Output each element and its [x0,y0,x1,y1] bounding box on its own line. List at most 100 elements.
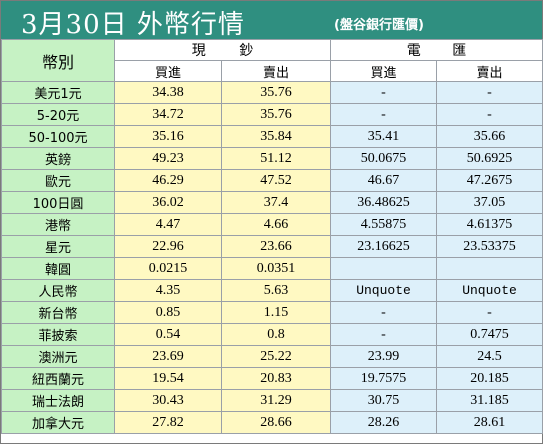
tt-buy-cell: 4.55875 [330,213,437,236]
cash-buy-cell: 23.69 [114,345,222,368]
currency-name: 菲披索 [1,323,115,346]
currency-name: 100日圓 [1,191,115,214]
tt-sell-cell: 37.05 [436,191,543,214]
cash-buy-cell: 4.35 [114,279,222,302]
tt-buy-cell: 19.7575 [330,367,437,390]
cash-buy-cell: 4.47 [114,213,222,236]
header-row-groups: 幣別 現 鈔 電 匯 [1,39,543,82]
currency-column-header: 幣別 [1,39,115,82]
cash-header-char-2: 鈔 [239,43,254,59]
currency-name: 星元 [1,235,115,258]
table-row: 歐元 46.29 47.52 46.67 47.2675 [1,169,543,192]
cash-buy-cell: 19.54 [114,367,222,390]
tt-buy-cell: - [330,323,437,346]
currency-name: 新台幣 [1,301,115,324]
cash-sell-cell: 0.0351 [221,257,331,280]
table-row: 美元1元 34.38 35.76- - [1,81,543,104]
tt-sell-cell: 31.185 [436,389,543,412]
cash-sell-cell: 20.83 [221,367,331,390]
source-label: (盤谷銀行匯價) [334,18,424,33]
tt-sell-cell: 24.5 [436,345,543,368]
tt-buy-cell: 23.99 [330,345,437,368]
currency-name: 瑞士法朗 [1,389,115,412]
tt-buy-cell: 46.67 [330,169,437,192]
table-row: 新台幣 0.85 1.15- - [1,301,543,324]
tt-buy-cell [330,257,437,280]
tt-buy-cell: 23.16625 [330,235,437,258]
cash-sell-cell: 23.66 [221,235,331,258]
table-row: 5-20元 34.72 35.76- - [1,103,543,126]
tt-buy-cell: Unquote [330,279,437,302]
tt-sell-cell: 50.6925 [436,147,543,170]
cash-buy-cell: 34.72 [114,103,222,126]
currency-name: 50-100元 [1,125,115,148]
tt-sell-cell: 35.66 [436,125,543,148]
cash-group-header: 現 鈔 [114,39,331,61]
cash-header-char-1: 現 [191,43,206,59]
cash-buy-cell: 0.0215 [114,257,222,280]
tt-header-char-2: 匯 [452,43,467,59]
cash-sell-cell: 5.63 [221,279,331,302]
currency-name: 人民幣 [1,279,115,302]
table-row: 50-100元 35.16 35.84 35.41 35.66 [1,125,543,148]
cash-sell-cell: 35.76 [221,103,331,126]
cash-sell-cell: 28.66 [221,411,331,434]
table-row: 人民幣 4.35 5.63 Unquote Unquote [1,279,543,302]
cash-buy-cell: 36.02 [114,191,222,214]
tt-sell-cell: 20.185 [436,367,543,390]
currency-name: 韓圓 [1,257,115,280]
cash-buy-cell: 46.29 [114,169,222,192]
tt-buy-cell: 50.0675 [330,147,437,170]
tt-buy-cell: - [330,81,437,104]
cash-sell-cell: 4.66 [221,213,331,236]
cash-sell-cell: 31.29 [221,389,331,412]
table-row: 紐西蘭元 19.54 20.83 19.7575 20.185 [1,367,543,390]
tt-sell-cell: Unquote [436,279,543,302]
currency-name: 加拿大元 [1,411,115,434]
cash-sell-cell: 1.15 [221,301,331,324]
cash-sell-cell: 0.8 [221,323,331,346]
title-bar: 3月30日 外幣行情 (盤谷銀行匯價) [1,1,542,40]
table-row: 澳洲元 23.69 25.22 23.99 24.5 [1,345,543,368]
tt-buy-cell: 30.75 [330,389,437,412]
header-row-sub: 買進 賣出 買進 賣出 [2,60,543,82]
currency-name: 美元1元 [1,81,115,104]
tt-buy-cell: - [330,301,437,324]
cash-sell-cell: 35.76 [221,81,331,104]
table-row: 菲披索 0.54 0.8-0.7475 [1,323,543,346]
cash-sell-cell: 51.12 [221,147,331,170]
tt-buy-cell: - [330,103,437,126]
exchange-rate-table: 幣別 現 鈔 電 匯 買進 賣出 買進 賣出 [1,39,543,434]
tt-buy-cell: 35.41 [330,125,437,148]
cash-buy-cell: 35.16 [114,125,222,148]
tt-sell-cell: 0.7475 [436,323,543,346]
currency-name: 5-20元 [1,103,115,126]
tt-sell-cell: - [436,301,543,324]
tt-sell-cell: - [436,103,543,126]
table-row: 加拿大元 27.82 28.66 28.26 28.61 [1,411,543,434]
tt-sell-cell: 47.2675 [436,169,543,192]
currency-name: 澳洲元 [1,345,115,368]
table-row: 瑞士法朗 30.43 31.29 30.75 31.185 [1,389,543,412]
cash-sell-cell: 37.4 [221,191,331,214]
table-row: 韓圓 0.0215 0.0351 [1,257,543,280]
cash-buy-cell: 0.85 [114,301,222,324]
table-row: 港幣 4.47 4.66 4.55875 4.61375 [1,213,543,236]
cash-buy-cell: 22.96 [114,235,222,258]
tt-buy-cell: 28.26 [330,411,437,434]
tt-sell-cell: 23.53375 [436,235,543,258]
table-row: 星元 22.96 23.66 23.16625 23.53375 [1,235,543,258]
cash-buy-cell: 27.82 [114,411,222,434]
table-row: 英鎊 49.23 51.12 50.0675 50.6925 [1,147,543,170]
cash-buy-header: 買進 [114,60,222,82]
cash-sell-header: 賣出 [221,60,331,82]
currency-name: 港幣 [1,213,115,236]
tt-sell-cell [436,257,543,280]
tt-header-char-1: 電 [406,43,421,59]
table-row: 100日圓 36.02 37.4 36.48625 37.05 [1,191,543,214]
currency-name: 紐西蘭元 [1,367,115,390]
cash-sell-cell: 35.84 [221,125,331,148]
page-title: 3月30日 外幣行情 [21,10,245,40]
tt-sell-cell: 4.61375 [436,213,543,236]
